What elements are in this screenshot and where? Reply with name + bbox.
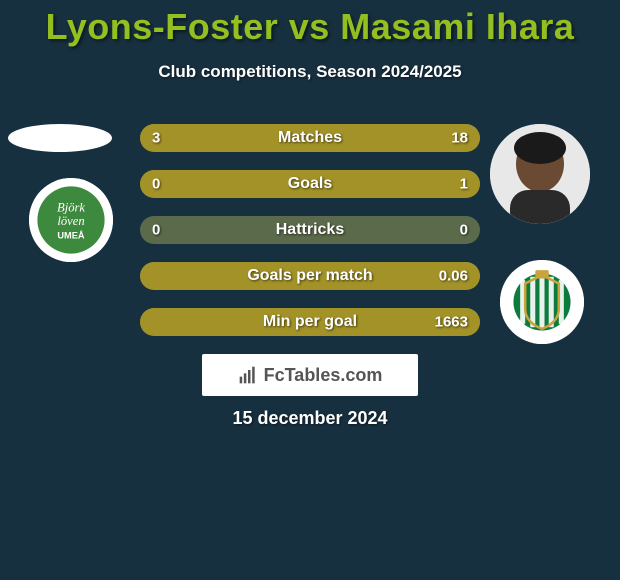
stats-container: Matches318Goals01Hattricks00Goals per ma… [140,124,480,354]
svg-text:UMEÅ: UMEÅ [57,230,85,240]
subtitle: Club competitions, Season 2024/2025 [0,62,620,82]
stat-label: Goals [140,175,480,193]
stat-value-left: 3 [152,130,160,147]
stat-label: Goals per match [140,267,480,285]
stat-value-right: 0 [460,222,468,239]
stat-value-right: 18 [451,130,468,147]
stat-value-left: 0 [152,222,160,239]
stat-row: Min per goal1663 [140,308,480,336]
player-left-placeholder [8,124,112,152]
stat-value-right: 1 [460,176,468,193]
player-right-avatar [490,124,590,224]
club-left-avatar: Björklöven UMEÅ [29,178,113,262]
stat-label: Min per goal [140,313,480,331]
svg-text:Björk: Björk [57,201,85,215]
brand-text: FcTables.com [264,365,383,386]
brand-badge: FcTables.com [202,354,418,396]
club-right-avatar [500,260,584,344]
svg-text:löven: löven [57,214,84,228]
club-left-crest-icon: Björklöven UMEÅ [29,178,113,262]
player-silhouette-icon [490,124,590,224]
stat-value-right: 0.06 [439,268,468,285]
club-right-crest-icon [500,260,584,344]
date-text: 15 december 2024 [0,408,620,429]
stat-value-left: 0 [152,176,160,193]
stat-row: Hattricks0 0 [140,216,480,244]
stat-value-right: 1663 [435,314,468,331]
page-title: Lyons-Foster vs Masami Ihara [0,0,620,48]
stat-label: Hattricks [140,221,480,239]
stat-row: Goals per match0.06 [140,262,480,290]
stat-label: Matches [140,129,480,147]
chart-icon [238,365,258,385]
stat-row: Matches3 18 [140,124,480,152]
stat-row: Goals0 1 [140,170,480,198]
